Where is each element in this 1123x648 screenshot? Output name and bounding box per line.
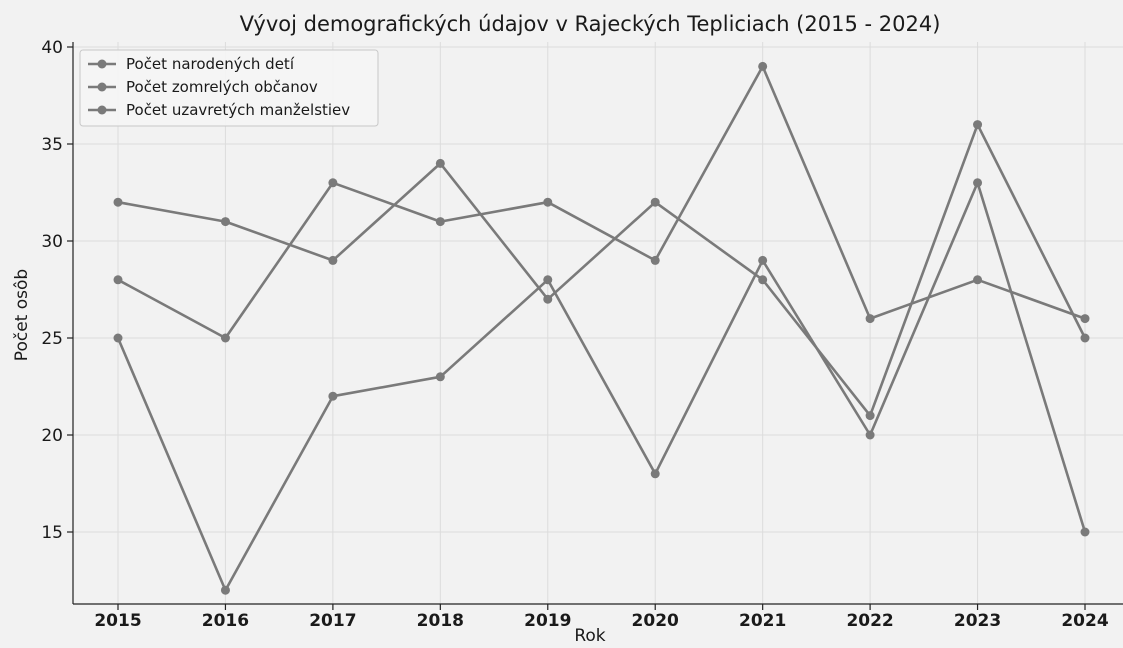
- series-2-point: [1080, 314, 1090, 324]
- legend-label: Počet uzavretých manželstiev: [126, 101, 350, 119]
- series-line-2: [117, 65, 1086, 340]
- axes: 15 20 25 30 35 40 2015 2016 2017 2018 2019 2020 2021…: [41, 38, 1123, 631]
- legend-label: Počet zomrelých občanov: [126, 78, 318, 96]
- series-1-point: [328, 255, 338, 265]
- y-tick-label: 40: [41, 38, 63, 58]
- y-tick-label: 15: [41, 523, 63, 543]
- legend-swatch-marker: [97, 105, 107, 115]
- chart-title: Vývoj demografických údajov v Rajeckých …: [240, 12, 941, 36]
- y-tick-label: 25: [41, 329, 63, 349]
- series-2-point: [973, 275, 983, 285]
- series-3-point: [758, 255, 768, 265]
- legend-swatch-marker: [97, 59, 107, 69]
- series-3-point: [435, 372, 445, 382]
- series-line-3: [116, 181, 1087, 592]
- series-layer: [113, 61, 1090, 595]
- series-1-point: [973, 120, 983, 130]
- x-tick-label: 2020: [632, 611, 679, 631]
- x-axis-label: Rok: [574, 626, 605, 644]
- series-3-point: [543, 275, 553, 285]
- x-tick-label: 2021: [739, 611, 786, 631]
- series-3-point: [220, 585, 230, 595]
- legend-label: Počet narodených detí: [126, 55, 295, 73]
- x-tick-label: 2015: [94, 611, 141, 631]
- series-1-point: [650, 197, 660, 207]
- series-1-point: [758, 275, 768, 285]
- series-1-point: [435, 158, 445, 168]
- legend: Počet narodených detí Počet zomrelých obč…: [79, 49, 379, 127]
- series-1-point: [220, 217, 230, 227]
- x-tick-label: 2023: [954, 611, 1001, 631]
- y-tick-label: 30: [41, 232, 63, 252]
- y-tick-label: 20: [41, 426, 63, 446]
- series-2-point: [113, 275, 123, 285]
- series-line-1: [117, 123, 1087, 417]
- y-tick-label: 35: [41, 135, 63, 155]
- series-2-point: [435, 217, 445, 227]
- legend-box: [79, 49, 379, 127]
- legend-swatch-marker: [97, 82, 107, 92]
- x-tick-label: 2018: [417, 611, 464, 631]
- series-2-point: [543, 197, 553, 207]
- series-3-point: [328, 391, 338, 401]
- series-3-point: [1080, 527, 1090, 537]
- series-2-point: [220, 333, 230, 343]
- series-1-point: [543, 294, 553, 304]
- series-1-point: [1080, 333, 1090, 343]
- series-3-point: [865, 430, 875, 440]
- x-tick-label: 2022: [846, 611, 893, 631]
- y-axis-label: Počet osôb: [12, 269, 32, 361]
- x-tick-label: 2016: [202, 611, 249, 631]
- series-2-point: [650, 255, 660, 265]
- x-tick-label: 2019: [524, 611, 571, 631]
- x-tick-label: 2024: [1061, 611, 1108, 631]
- series-1-point: [865, 411, 875, 421]
- x-tick-label: 2017: [309, 611, 356, 631]
- series-3-point: [113, 333, 123, 343]
- series-2-point: [758, 61, 768, 71]
- series-1-point: [113, 197, 123, 207]
- series-3-point: [650, 469, 660, 479]
- series-3-point: [973, 178, 983, 188]
- series-2-point: [328, 178, 338, 188]
- series-2-point: [865, 314, 875, 324]
